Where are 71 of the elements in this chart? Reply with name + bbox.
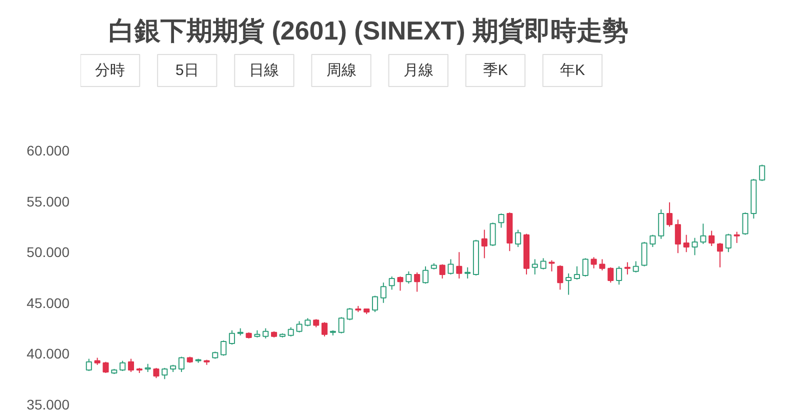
y-tick-label: 40.000	[26, 346, 70, 362]
candlestick	[692, 237, 698, 256]
candlestick	[498, 212, 504, 228]
candlestick	[178, 356, 184, 372]
candlestick	[228, 330, 235, 346]
candlestick	[515, 229, 522, 248]
candlestick	[548, 260, 555, 272]
candlestick	[566, 272, 572, 296]
y-tick-label: 60.000	[26, 142, 70, 158]
candlestick	[624, 262, 630, 275]
y-tick-label: 50.000	[26, 244, 70, 260]
candlestick	[448, 258, 454, 275]
candlestick	[708, 230, 715, 247]
candlestick	[422, 266, 429, 284]
candlestick	[532, 258, 538, 275]
candlestick	[574, 266, 580, 280]
candlestick	[481, 229, 488, 259]
candlestick	[734, 231, 740, 244]
text: 季K	[482, 62, 508, 79]
y-tick-label: 35.000	[26, 396, 70, 412]
chart-title: 白銀下期期貨 (2601) (SINEXT) 期貨即時走勢	[108, 16, 629, 46]
candlestick	[632, 260, 639, 273]
text: 日線	[249, 62, 280, 79]
candlestick	[608, 266, 614, 284]
candlestick	[338, 316, 344, 334]
candlestick	[296, 320, 302, 333]
candlestick	[86, 358, 92, 372]
candlestick	[262, 328, 269, 339]
candlestick	[658, 208, 664, 240]
candlestick	[557, 264, 564, 290]
candlestick	[220, 340, 227, 356]
candlestick	[759, 164, 766, 182]
candlestick	[700, 223, 706, 244]
candlestick	[716, 242, 724, 268]
candlestick	[162, 367, 168, 380]
candlestick	[397, 276, 404, 292]
candlestick	[120, 360, 126, 372]
candlestick	[322, 322, 328, 337]
candlestick	[456, 252, 462, 280]
candlestick	[128, 358, 134, 372]
candlestick	[346, 307, 353, 321]
candlestick	[582, 258, 588, 277]
y-tick-label: 55.000	[26, 193, 70, 210]
candlestick	[742, 212, 748, 236]
candlestick	[153, 367, 160, 379]
candlestick	[641, 241, 648, 267]
candlestick	[490, 222, 496, 247]
candlestick	[590, 256, 597, 269]
candlestick	[674, 219, 681, 254]
candlestick	[683, 234, 690, 253]
candlestick	[372, 295, 378, 313]
y-tick-label: 45.000	[26, 294, 70, 311]
text: 月線	[403, 62, 434, 79]
candlestick	[380, 282, 386, 304]
candlestick	[406, 270, 412, 284]
text: 5日	[175, 62, 199, 79]
candlestick	[464, 266, 471, 280]
candlestick	[650, 234, 656, 248]
text: 年K	[560, 62, 585, 79]
candlestick	[414, 272, 420, 292]
candlestick	[540, 258, 546, 270]
text: 周線	[326, 62, 356, 79]
text: 分時	[95, 62, 126, 79]
candlestick	[288, 326, 294, 337]
candlestick	[725, 233, 732, 253]
candlestick	[102, 361, 109, 374]
candlestick	[616, 266, 622, 286]
candlestick	[599, 258, 606, 271]
candlestick	[388, 276, 395, 290]
candlestick	[439, 264, 446, 280]
candlestick	[666, 202, 673, 228]
